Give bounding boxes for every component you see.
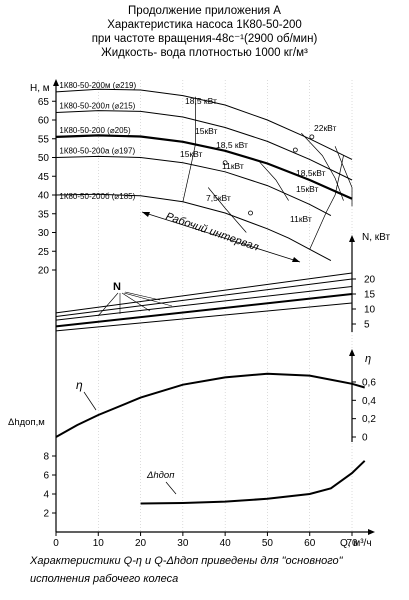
h-curve (55, 110, 353, 181)
eta-tick-label: 0,6 (362, 377, 376, 388)
eta-tick-label: 0,2 (362, 414, 376, 425)
dh-axis-label: Δhдоп,м (8, 417, 45, 428)
h-axis-label: H, м (30, 83, 50, 94)
q-tick-label: 30 (177, 538, 189, 549)
n-leader-line (124, 291, 161, 301)
h-curve-label: 1К80-50-200л (⌀215) (59, 102, 135, 111)
iso-power-line (301, 132, 344, 201)
n-leader-line (97, 292, 119, 317)
power-label: 11кВт (222, 161, 244, 171)
h-tick-label: 50 (38, 153, 50, 164)
power-label: 15кВт (180, 149, 203, 159)
dh-curve-label: Δhдоп (146, 470, 175, 481)
n-curve (55, 286, 353, 321)
h-curve (55, 88, 353, 160)
power-point-marker (222, 160, 228, 166)
power-label: 18,5 кВт (216, 140, 248, 150)
power-label: 15кВт (296, 184, 319, 194)
eta-tick-label: 0,4 (362, 396, 376, 407)
n-curve (55, 302, 353, 332)
power-label: 18,5кВт (296, 168, 326, 178)
working-interval-arrow-left (142, 212, 150, 217)
h-curve-label: 1К80-50-200б (⌀185) (59, 192, 135, 201)
chart-title: Характеристика насоса 1К80-50-200 (107, 19, 302, 31)
h-curve-label: 1К80-50-200 (⌀205) (59, 126, 131, 135)
dh-tick-label: 2 (43, 509, 49, 520)
n-curve (55, 272, 353, 314)
working-interval-left-boundary (182, 96, 196, 202)
n-axis-label: N, кВт (362, 232, 390, 243)
footer-note-line1: Характеристики Q-η и Q-Δhдоп приведены д… (30, 555, 343, 567)
iso-power-line (258, 161, 289, 201)
dh-leader-line (165, 481, 177, 495)
q-tick-label: 10 (93, 538, 105, 549)
h-tick-label: 45 (38, 172, 50, 183)
iso-power-line (334, 146, 353, 207)
h-curve (55, 155, 332, 217)
n-curve (55, 278, 353, 317)
q-tick-label: 70 (346, 538, 358, 549)
n-leader-line (123, 292, 173, 307)
eta-tick-label: 0 (362, 433, 368, 444)
subtitle-appendix: Продолжение приложения А (128, 5, 281, 17)
power-label: 7,5кВт (206, 193, 231, 203)
h-tick-label: 55 (38, 134, 50, 145)
n-curve (55, 293, 353, 328)
h-tick-label: 60 (38, 116, 50, 127)
q-tick-label: 20 (135, 538, 147, 549)
q-axis-arrow (368, 529, 375, 535)
working-interval-dimension-line (141, 211, 301, 263)
eta-curve-label: η (76, 378, 83, 392)
h-curve-label: 1К80-50-200м (⌀219) (59, 81, 136, 90)
h-curve (55, 193, 332, 262)
dh-tick-label: 4 (43, 490, 49, 501)
q-tick-label: 40 (220, 538, 232, 549)
q-axis-label: Q, м³/ч (340, 538, 372, 549)
iso-power-line (207, 187, 247, 233)
q-tick-label: 0 (53, 538, 59, 549)
q-tick-label: 50 (262, 538, 274, 549)
h-tick-label: 65 (38, 97, 50, 108)
eta-axis-label: η (365, 353, 371, 365)
h-tick-label: 40 (38, 191, 50, 202)
eta-leader-line (83, 391, 97, 411)
h-tick-label: 35 (38, 209, 50, 220)
working-interval-right-boundary (309, 155, 344, 250)
h-tick-label: 20 (38, 266, 50, 277)
eta-curve (55, 372, 365, 438)
power-label: 22кВт (314, 123, 337, 133)
q-tick-label: 60 (304, 538, 316, 549)
n-axis-arrow (349, 235, 355, 242)
h-curve (55, 134, 353, 200)
left-axis-arrow (53, 79, 59, 86)
dh-tick-label: 8 (43, 452, 49, 463)
n-tick-label: 15 (364, 290, 376, 301)
n-leader-line (121, 292, 151, 312)
n-curves-label: N (113, 281, 121, 293)
power-point-marker (292, 147, 298, 153)
n-tick-label: 10 (364, 305, 376, 316)
h-tick-label: 25 (38, 247, 50, 258)
rotation-speed: при частоте вращения-48с⁻¹(2900 об/мин) (91, 33, 318, 45)
dh-curve (140, 460, 366, 505)
working-interval-arrow-right (292, 257, 300, 262)
footer-note-line2: исполнения рабочего колеса (30, 573, 179, 585)
power-label: 15кВт (195, 126, 218, 136)
dh-tick-label: 6 (43, 471, 49, 482)
power-point-marker (248, 210, 253, 216)
n-tick-label: 20 (364, 275, 376, 286)
power-label: 18,5 кВт (185, 96, 217, 106)
power-point-marker (309, 134, 315, 140)
n-tick-label: 5 (364, 320, 370, 331)
liquid-note: Жидкость- вода плотностью 1000 кг/м³ (101, 47, 308, 59)
power-label: 11кВт (290, 214, 312, 224)
eta-axis-arrow (349, 349, 355, 356)
h-tick-label: 30 (38, 228, 50, 239)
h-curve-label: 1К80-50-200а (⌀197) (59, 147, 135, 156)
